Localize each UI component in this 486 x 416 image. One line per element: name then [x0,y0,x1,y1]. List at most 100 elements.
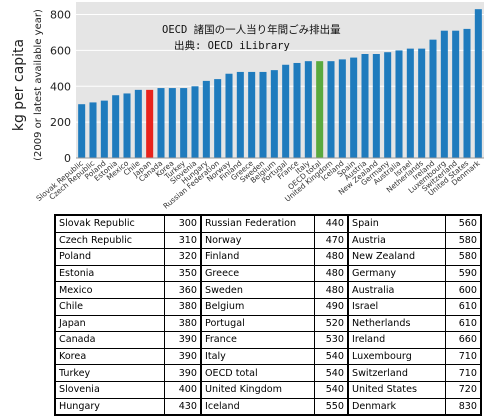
country-cell: Switzerland [347,364,446,382]
bar [361,54,369,158]
value-cell: 530 [313,331,349,349]
bar [168,88,176,158]
data-table: Slovak Republic 300 Russian Federation 440 S… [54,214,482,416]
country-cell: Canada [54,331,165,349]
country-cell: Slovak Republic [54,214,165,233]
bar [384,52,392,159]
value-cell: 430 [163,397,202,416]
country-cell: Japan [54,314,165,333]
bar [293,62,301,159]
country-cell: Italy [200,347,315,366]
plot-area [76,2,484,158]
table-row: Japan 380 Portugal 520 Netherlands 610 [54,314,482,333]
value-cell: 440 [313,214,349,233]
value-cell: 400 [163,380,202,399]
y-tick-label: 400 [50,80,71,93]
country-cell: Poland [54,248,165,266]
bar [304,61,312,159]
country-cell: Hungary [54,397,165,416]
value-cell: 590 [444,264,482,283]
country-cell: Israel [347,297,446,316]
table-row: Czech Republic 310 Norway 470 Austria 580 [54,231,482,250]
value-cell: 310 [163,231,202,250]
bar [214,79,222,158]
country-cell: Spain [347,214,446,233]
value-cell: 390 [163,364,202,382]
value-cell: 540 [313,347,349,366]
value-cell: 610 [444,297,482,316]
country-cell: Germany [347,264,446,283]
bar [100,100,108,158]
value-cell: 830 [444,397,482,416]
table-row: Hungary 430 Iceland 550 Denmark 830 [54,397,482,416]
country-cell: Denmark [347,397,446,416]
bar [202,80,210,158]
value-cell: 540 [313,380,349,399]
value-cell: 380 [163,314,202,333]
value-cell: 710 [444,364,482,382]
table-row: Korea 390 Italy 540 Luxembourg 710 [54,347,482,366]
chart-annotation-title: OECD 諸国の一人当り年間ごみ排出量 [162,23,341,36]
value-cell: 470 [313,231,349,250]
bar [123,93,131,158]
table-row: Poland 320 Finland 480 New Zealand 580 [54,248,482,266]
bar [236,71,244,158]
country-cell: Belgium [200,297,315,316]
value-cell: 490 [313,297,349,316]
value-cell: 320 [163,248,202,266]
country-cell: Chile [54,297,165,316]
value-cell: 540 [313,364,349,382]
bar [248,71,256,158]
country-cell: Norway [200,231,315,250]
value-cell: 560 [444,214,482,233]
country-cell: Korea [54,347,165,366]
country-cell: Estonia [54,264,165,283]
y-axis-ticks: 0 200 400 600 800 [50,9,71,165]
bar [350,57,358,158]
country-cell: Netherlands [347,314,446,333]
country-cell: Austria [347,231,446,250]
table-row: Slovak Republic 300 Russian Federation 440 S… [54,214,482,233]
bar [112,95,120,158]
country-cell: Ireland [347,331,446,349]
bar [429,39,437,158]
country-cell: Portugal [200,314,315,333]
country-cell: New Zealand [347,248,446,266]
bar [89,102,97,158]
table-row: Estonia 350 Greece 480 Germany 590 [54,264,482,283]
value-cell: 350 [163,264,202,283]
bar [270,70,278,158]
bar [418,48,426,158]
y-tick-label: 200 [50,116,71,129]
value-cell: 710 [444,347,482,366]
country-cell: OECD total [200,364,315,382]
country-cell: France [200,331,315,349]
country-cell: Turkey [54,364,165,382]
bar [78,104,86,158]
bar [225,73,233,158]
table-row: Slovenia 400 United Kingdom 540 United State… [54,380,482,399]
country-cell: Finland [200,248,315,266]
bar [327,61,335,159]
bar [474,9,482,159]
country-cell: Greece [200,264,315,283]
bar [452,30,460,159]
value-cell: 480 [313,248,349,266]
table-row: Turkey 390 OECD total 540 Switzerland 710 [54,364,482,382]
value-cell: 390 [163,331,202,349]
value-cell: 580 [444,248,482,266]
value-cell: 480 [313,281,349,299]
y-tick-label: 600 [50,44,71,57]
country-cell: Russian Federation [200,214,315,233]
country-cell: Czech Republic [54,231,165,250]
value-cell: 720 [444,380,482,399]
country-cell: Iceland [200,397,315,416]
chart-annotation-source: 出典: OECD iLibrary [174,39,290,52]
country-cell: Slovenia [54,380,165,399]
bar [372,54,380,158]
country-cell: Mexico [54,281,165,299]
country-cell: United Kingdom [200,380,315,399]
grid-lines [76,14,484,123]
bar [180,88,188,158]
